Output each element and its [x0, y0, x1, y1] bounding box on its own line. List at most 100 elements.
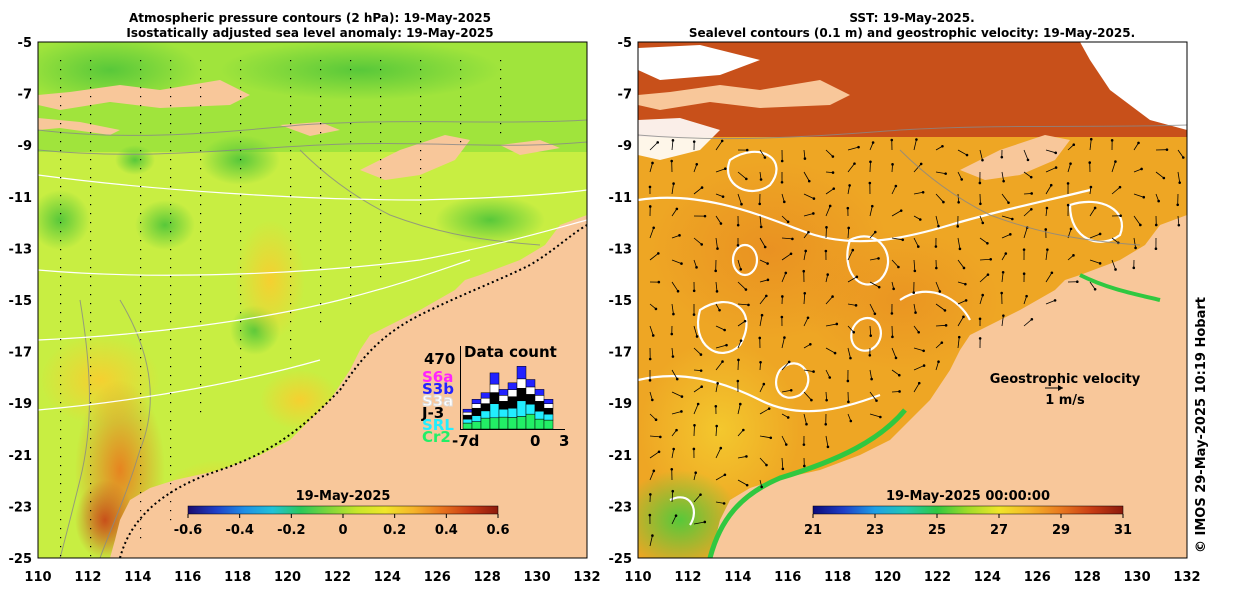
- velocity-legend: Geostrophic velocity 1 m/s: [990, 372, 1141, 408]
- data-count-bar-segment: [543, 403, 554, 409]
- x-tick-label: 114: [124, 570, 151, 585]
- colorbar-tick-label: 0.4: [435, 523, 458, 538]
- x-tick-label: 114: [724, 570, 751, 585]
- y-tick-label: -5: [618, 36, 632, 51]
- credit-label: © IMOS 29-May-2025 10:19 Hobart: [1194, 297, 1209, 553]
- colorbar-tick-label: -0.6: [174, 523, 202, 538]
- data-count-bar-segment: [525, 394, 536, 405]
- sla-colorbar-bar: [187, 505, 499, 515]
- y-tick-label: -5: [18, 36, 32, 51]
- data-count-bar-segment: [462, 414, 473, 420]
- mission-label: S6a: [422, 368, 453, 386]
- data-count-bar-segment: [525, 413, 536, 430]
- data-count-bar-segment: [498, 416, 509, 430]
- y-tick-label: -21: [9, 449, 33, 464]
- y-tick-label: -23: [9, 500, 33, 515]
- colorbar-tick-label: 23: [866, 523, 884, 538]
- data-count-bar-segment: [480, 417, 491, 430]
- data-count-bar-segment: [480, 410, 491, 419]
- data-count-bar-segment: [507, 417, 518, 430]
- x-tick-label: 110: [624, 570, 651, 585]
- x-tick-label: 116: [174, 570, 201, 585]
- data-count-bar-segment: [525, 386, 536, 395]
- data-count-bar-segment: [462, 422, 473, 430]
- data-count-bar-segment: [543, 413, 554, 421]
- y-tick-label: -23: [609, 500, 633, 515]
- data-count-bar-segment: [498, 408, 509, 418]
- x-tick-label: 110: [24, 570, 51, 585]
- x-tick-label: 126: [1024, 570, 1051, 585]
- colorbar-tick-label: 0: [338, 523, 347, 538]
- sla-bathymetry-contours: [38, 119, 587, 558]
- sst-colorbar: 19-May-2025 00:00:00 21 23 25 27 29 31: [804, 489, 1132, 538]
- sla-pressure-contours: [38, 174, 587, 411]
- data-count-bar-segment: [498, 401, 509, 410]
- y-tick-label: -7: [18, 88, 32, 103]
- data-count-bar-segment: [480, 403, 491, 412]
- data-count-bar-segment: [489, 383, 500, 393]
- data-count-bar-segment: [507, 407, 518, 418]
- data-count-bar-segment: [489, 417, 500, 430]
- sla-data-dots: [60, 60, 502, 557]
- data-count-bar-segment: [534, 418, 545, 430]
- sla-map-panel: Atmospheric pressure contours (2 hPa): 1…: [9, 11, 601, 585]
- x-tick-label: 132: [1173, 570, 1200, 585]
- colorbar-tick-label: 0.2: [383, 523, 406, 538]
- data-count-bar-segment: [498, 395, 509, 402]
- x-tick-label: 122: [924, 570, 951, 585]
- colorbar-tick-label: 21: [804, 523, 822, 538]
- data-count-bar-segment: [489, 403, 500, 419]
- x-tick-label: 132: [573, 570, 600, 585]
- sla-title-line1: Atmospheric pressure contours (2 hPa): 1…: [129, 11, 491, 25]
- data-count-title: Data count: [464, 343, 557, 361]
- x-tick-label: 124: [974, 570, 1001, 585]
- data-count-bar-segment: [543, 399, 554, 405]
- colorbar-tick-label: 27: [990, 523, 1008, 538]
- sst-colorbar-date: 19-May-2025 00:00:00: [886, 489, 1050, 504]
- data-count-axis-zero: 0: [530, 432, 540, 450]
- y-tick-label: -15: [9, 294, 33, 309]
- x-tick-label: 120: [874, 570, 901, 585]
- data-count-bar-segment: [543, 419, 554, 430]
- data-count-bar-segment: [498, 389, 509, 396]
- data-count-bar-segment: [525, 404, 536, 415]
- data-count-bar-segment: [471, 415, 482, 422]
- colorbar-tick-label: 31: [1114, 523, 1132, 538]
- sla-land: [38, 80, 587, 558]
- x-tick-label: 120: [274, 570, 301, 585]
- x-tick-label: 126: [424, 570, 451, 585]
- data-count-bar-segment: [507, 396, 518, 409]
- sst-title-line2: Sealevel contours (0.1 m) and geostrophi…: [689, 26, 1135, 40]
- data-count-bar-segment: [534, 410, 545, 420]
- x-tick-label: 112: [674, 570, 701, 585]
- sla-dotted-boundary: [119, 224, 587, 558]
- mission-label: Cr2: [422, 428, 451, 446]
- y-tick-label: -13: [9, 242, 33, 257]
- data-count-bar-segment: [480, 392, 491, 399]
- y-tick-label: -25: [9, 552, 33, 567]
- velocity-legend-scale: 1 m/s: [1045, 393, 1085, 408]
- y-tick-label: -19: [9, 397, 33, 412]
- sla-colorbar-date: 19-May-2025: [296, 489, 391, 504]
- colorbar-tick-label: -0.2: [277, 523, 305, 538]
- sst-map-area: [638, 42, 1187, 558]
- data-count-bar-segment: [516, 378, 527, 389]
- colorbar-tick-label: 29: [1052, 523, 1070, 538]
- data-count-bar-segment: [462, 408, 473, 413]
- sst-land: [638, 80, 1187, 558]
- y-tick-label: -15: [609, 294, 633, 309]
- data-count-bar-segment: [534, 389, 545, 396]
- x-tick-label: 118: [224, 570, 251, 585]
- sst-velocity-arrows: [648, 137, 1185, 547]
- mission-label: S3b: [422, 380, 454, 398]
- sst-colorbar-bar: [812, 505, 1124, 515]
- y-tick-label: -7: [618, 88, 632, 103]
- y-tick-label: -19: [609, 397, 633, 412]
- data-count-bar-segment: [525, 379, 536, 388]
- y-tick-label: -9: [18, 139, 32, 154]
- data-count-bar-segment: [462, 418, 473, 424]
- data-count-bar-segment: [471, 421, 482, 430]
- data-count-bar-segment: [471, 403, 482, 409]
- sla-x-axis: 110 112 114 116 118 120 122 124 126 128 130 132: [24, 570, 600, 585]
